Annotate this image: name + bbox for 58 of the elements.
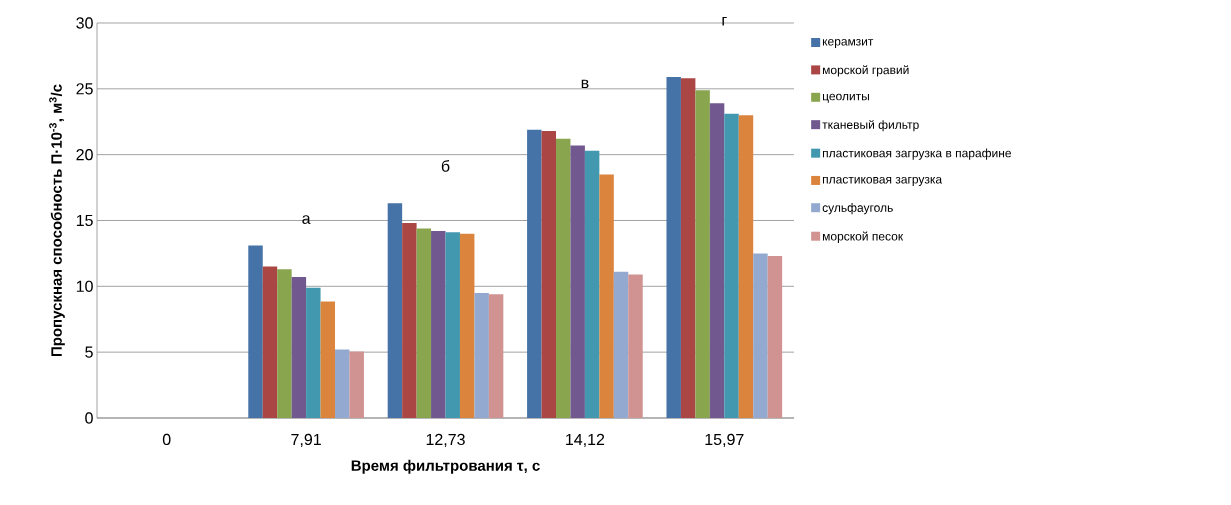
bar	[277, 269, 292, 418]
bar	[753, 253, 768, 418]
bar	[262, 266, 278, 418]
bar	[613, 271, 629, 418]
bar	[474, 292, 489, 418]
bar	[695, 90, 710, 418]
x-tick-label: 14,12	[566, 433, 605, 447]
y-tick-label: 5	[85, 346, 93, 358]
bar	[767, 256, 783, 418]
bar	[416, 228, 432, 418]
legend-label: морской гравий	[822, 65, 909, 77]
bar	[599, 174, 614, 418]
x-tick-label: 7,91	[291, 433, 321, 447]
bar	[431, 231, 446, 418]
y-tick-label: 30	[76, 17, 93, 29]
x-axis-title: Время фильтрования τ, с	[351, 459, 540, 474]
bar	[738, 115, 754, 418]
bar	[527, 129, 542, 418]
legend-label: цеолиты	[822, 93, 869, 103]
bar	[488, 294, 504, 418]
bar	[724, 113, 739, 418]
y-tick-label: 0	[85, 412, 93, 424]
y-tick-label: 15	[76, 214, 93, 227]
annotation: в	[581, 79, 589, 89]
bar	[709, 103, 725, 418]
legend-label: пластиковая загрузка в парафине	[822, 148, 1011, 160]
y-axis-title: Пропускная способность П·10$^{-3}$, м$^{3}$/с	[49, 84, 65, 357]
bar	[335, 349, 350, 418]
bar	[445, 232, 460, 418]
annotation: б	[441, 159, 450, 172]
y-tick-label: 10	[76, 280, 93, 292]
bar	[628, 274, 643, 418]
bar	[402, 223, 417, 418]
legend-label: тканевый фильтр	[822, 119, 919, 132]
bar	[584, 150, 600, 418]
bar	[666, 76, 681, 418]
legend-label: сульфауголь	[822, 203, 893, 215]
bar	[570, 145, 585, 418]
y-tick-label: 20	[76, 149, 93, 161]
bar	[248, 245, 263, 418]
bar	[349, 351, 364, 418]
x-tick-label: 12,73	[426, 433, 465, 447]
legend-label: пластиковая загрузка	[822, 176, 943, 186]
bar	[387, 203, 403, 418]
bar	[320, 301, 336, 418]
legend-label: морской песок	[822, 231, 904, 243]
bar	[306, 287, 321, 418]
annotation: г	[722, 16, 727, 26]
bar	[459, 233, 475, 418]
x-tick-label: 0	[162, 433, 171, 446]
legend-label: керамзит	[822, 39, 874, 48]
y-tick-label: 25	[76, 83, 93, 95]
x-tick-label: 15,97	[705, 433, 744, 447]
bar	[541, 130, 556, 418]
bar	[291, 277, 307, 418]
bar	[556, 138, 571, 418]
bar	[680, 78, 696, 418]
annotation: а	[302, 215, 311, 224]
